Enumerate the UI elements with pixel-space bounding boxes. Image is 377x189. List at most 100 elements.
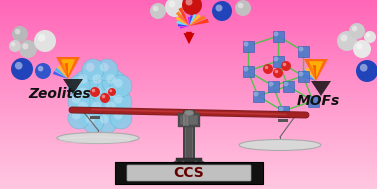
Circle shape bbox=[38, 66, 43, 71]
Bar bbox=[178, 113, 200, 127]
Circle shape bbox=[9, 40, 21, 52]
Circle shape bbox=[90, 87, 100, 97]
FancyBboxPatch shape bbox=[242, 66, 253, 77]
Circle shape bbox=[273, 57, 279, 61]
Circle shape bbox=[283, 63, 286, 66]
Wedge shape bbox=[189, 14, 196, 26]
FancyBboxPatch shape bbox=[277, 105, 288, 116]
Circle shape bbox=[109, 89, 112, 92]
Circle shape bbox=[34, 30, 56, 52]
Circle shape bbox=[86, 82, 114, 110]
Circle shape bbox=[169, 1, 176, 8]
Polygon shape bbox=[61, 59, 75, 76]
Ellipse shape bbox=[57, 132, 139, 143]
Circle shape bbox=[82, 59, 104, 81]
Circle shape bbox=[78, 101, 88, 112]
Circle shape bbox=[68, 91, 90, 113]
Circle shape bbox=[108, 88, 116, 96]
Text: CCS: CCS bbox=[174, 166, 204, 180]
Circle shape bbox=[182, 0, 202, 15]
Polygon shape bbox=[63, 79, 83, 94]
Wedge shape bbox=[189, 14, 201, 26]
Polygon shape bbox=[311, 81, 331, 96]
Wedge shape bbox=[176, 20, 189, 26]
Bar bbox=[278, 119, 288, 122]
Circle shape bbox=[235, 0, 251, 16]
Text: MOFs: MOFs bbox=[296, 94, 340, 108]
Bar bbox=[183, 114, 187, 126]
FancyBboxPatch shape bbox=[282, 81, 294, 91]
Wedge shape bbox=[178, 7, 189, 26]
Ellipse shape bbox=[184, 110, 194, 116]
Polygon shape bbox=[313, 65, 316, 81]
Circle shape bbox=[150, 3, 166, 19]
Circle shape bbox=[91, 87, 102, 98]
Circle shape bbox=[35, 63, 51, 79]
Circle shape bbox=[106, 101, 116, 112]
Wedge shape bbox=[189, 15, 205, 26]
Bar bbox=[185, 110, 193, 162]
Circle shape bbox=[11, 58, 33, 80]
FancyBboxPatch shape bbox=[268, 81, 279, 91]
Circle shape bbox=[100, 63, 109, 72]
Polygon shape bbox=[61, 64, 68, 79]
Wedge shape bbox=[176, 11, 189, 26]
Circle shape bbox=[74, 70, 98, 94]
FancyBboxPatch shape bbox=[127, 165, 251, 181]
Circle shape bbox=[105, 87, 116, 98]
Circle shape bbox=[114, 79, 123, 88]
FancyBboxPatch shape bbox=[242, 40, 253, 51]
Polygon shape bbox=[56, 57, 80, 79]
Bar bbox=[176, 158, 202, 164]
Circle shape bbox=[86, 63, 95, 72]
Circle shape bbox=[72, 79, 81, 88]
Circle shape bbox=[87, 97, 113, 123]
Circle shape bbox=[212, 1, 232, 21]
Circle shape bbox=[110, 91, 132, 113]
FancyBboxPatch shape bbox=[273, 56, 284, 67]
Circle shape bbox=[92, 89, 95, 92]
Circle shape bbox=[263, 64, 273, 74]
Circle shape bbox=[244, 42, 248, 46]
Circle shape bbox=[253, 91, 259, 97]
Circle shape bbox=[15, 62, 23, 70]
Circle shape bbox=[366, 33, 370, 37]
Circle shape bbox=[265, 66, 268, 69]
Circle shape bbox=[92, 101, 102, 112]
Circle shape bbox=[73, 97, 99, 123]
Circle shape bbox=[356, 43, 362, 50]
Circle shape bbox=[19, 40, 37, 58]
Circle shape bbox=[68, 107, 90, 129]
FancyBboxPatch shape bbox=[115, 162, 263, 184]
Ellipse shape bbox=[239, 139, 321, 150]
Circle shape bbox=[78, 88, 88, 98]
Bar bbox=[185, 114, 189, 126]
Polygon shape bbox=[301, 73, 316, 81]
Circle shape bbox=[101, 97, 127, 123]
Circle shape bbox=[15, 29, 20, 34]
Circle shape bbox=[268, 81, 273, 87]
Circle shape bbox=[349, 23, 365, 39]
Circle shape bbox=[299, 71, 303, 77]
Circle shape bbox=[273, 32, 279, 36]
Circle shape bbox=[279, 106, 284, 112]
Circle shape bbox=[273, 68, 283, 78]
Circle shape bbox=[100, 93, 110, 103]
Circle shape bbox=[96, 59, 118, 81]
Circle shape bbox=[68, 75, 90, 97]
Circle shape bbox=[86, 115, 95, 124]
FancyBboxPatch shape bbox=[273, 30, 284, 42]
Circle shape bbox=[275, 70, 278, 73]
FancyBboxPatch shape bbox=[297, 46, 308, 57]
FancyBboxPatch shape bbox=[297, 70, 308, 81]
Polygon shape bbox=[65, 63, 68, 79]
Circle shape bbox=[337, 31, 357, 51]
Circle shape bbox=[340, 35, 348, 42]
Circle shape bbox=[281, 61, 291, 71]
Circle shape bbox=[12, 26, 28, 42]
Circle shape bbox=[72, 111, 81, 120]
Wedge shape bbox=[178, 24, 189, 26]
FancyBboxPatch shape bbox=[308, 95, 319, 106]
Circle shape bbox=[88, 70, 112, 94]
Circle shape bbox=[238, 3, 244, 8]
